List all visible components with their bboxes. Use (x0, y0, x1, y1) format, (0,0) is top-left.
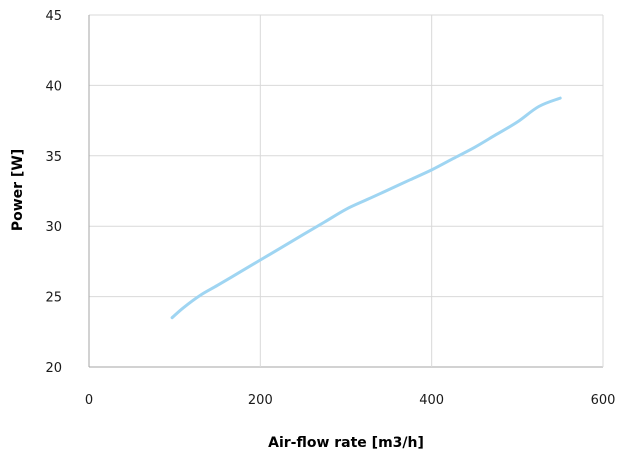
x-tick-labels: 0 200 400 600 (85, 393, 616, 408)
x-tick-label: 0 (85, 393, 93, 408)
y-tick-label: 45 (45, 9, 62, 24)
y-tick-label: 30 (45, 220, 62, 235)
y-tick-label: 20 (45, 361, 62, 376)
series-line (170, 96, 562, 320)
grid-lines (89, 14, 604, 368)
y-tick-label: 35 (45, 150, 62, 165)
x-tick-label: 400 (419, 393, 444, 408)
y-tick-labels: 20 25 30 35 40 45 (45, 9, 62, 376)
x-tick-label: 600 (591, 393, 616, 408)
x-tick-label: 200 (248, 393, 273, 408)
y-tick-label: 25 (45, 291, 62, 306)
y-axis-title: Power [W] (10, 149, 26, 231)
series-group (170, 96, 562, 320)
y-tick-label: 40 (45, 79, 62, 94)
x-axis-title: Air-flow rate [m3/h] (268, 435, 424, 451)
